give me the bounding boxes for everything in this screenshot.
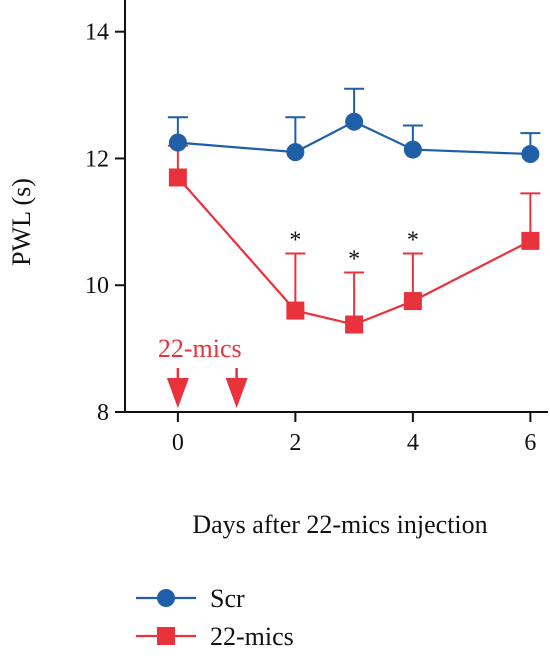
data-point — [286, 301, 305, 320]
annotation-label: 22-mics — [158, 334, 242, 363]
legend-label: 22-mics — [210, 622, 294, 651]
legend-item-scr: Scr — [136, 584, 245, 613]
arrow-head — [166, 378, 189, 408]
x-tick-label: 2 — [289, 430, 301, 456]
data-point — [345, 315, 364, 334]
data-point — [168, 133, 187, 152]
y-tick-label: 12 — [85, 146, 109, 172]
legend: Scr 22-mics — [136, 584, 294, 651]
x-tick-label: 0 — [172, 430, 184, 456]
x-tick-label: 4 — [407, 430, 419, 456]
data-point — [521, 145, 540, 164]
series-scr — [167, 87, 541, 164]
y-tick-label: 8 — [97, 400, 109, 426]
x-axis-title: Days after 22-mics injection — [192, 510, 487, 539]
x-tick-label: 6 — [524, 430, 536, 456]
data-point — [403, 292, 422, 311]
series-22-mics — [167, 144, 541, 334]
data-point — [286, 143, 305, 162]
legend-item-22-mics: 22-mics — [136, 622, 294, 651]
significance-star: * — [407, 228, 419, 254]
y-axis-title: PWL (s) — [7, 178, 36, 266]
down-arrow-icon — [166, 368, 189, 408]
significance-star: * — [289, 228, 301, 254]
legend-label: Scr — [210, 584, 245, 613]
data-point — [168, 168, 187, 187]
down-arrow-icon — [225, 368, 248, 408]
legend-marker — [157, 627, 175, 645]
significance-star: * — [348, 247, 360, 273]
plot-area: 8 10 12 14 0 2 4 6 * * * 22-mics — [85, 0, 548, 456]
y-tick-label: 10 — [85, 273, 109, 299]
legend-marker — [157, 589, 175, 607]
y-tick-label: 14 — [85, 20, 109, 46]
data-point — [345, 112, 364, 131]
data-point — [403, 140, 422, 159]
arrow-head — [225, 378, 248, 408]
data-point — [521, 231, 540, 250]
